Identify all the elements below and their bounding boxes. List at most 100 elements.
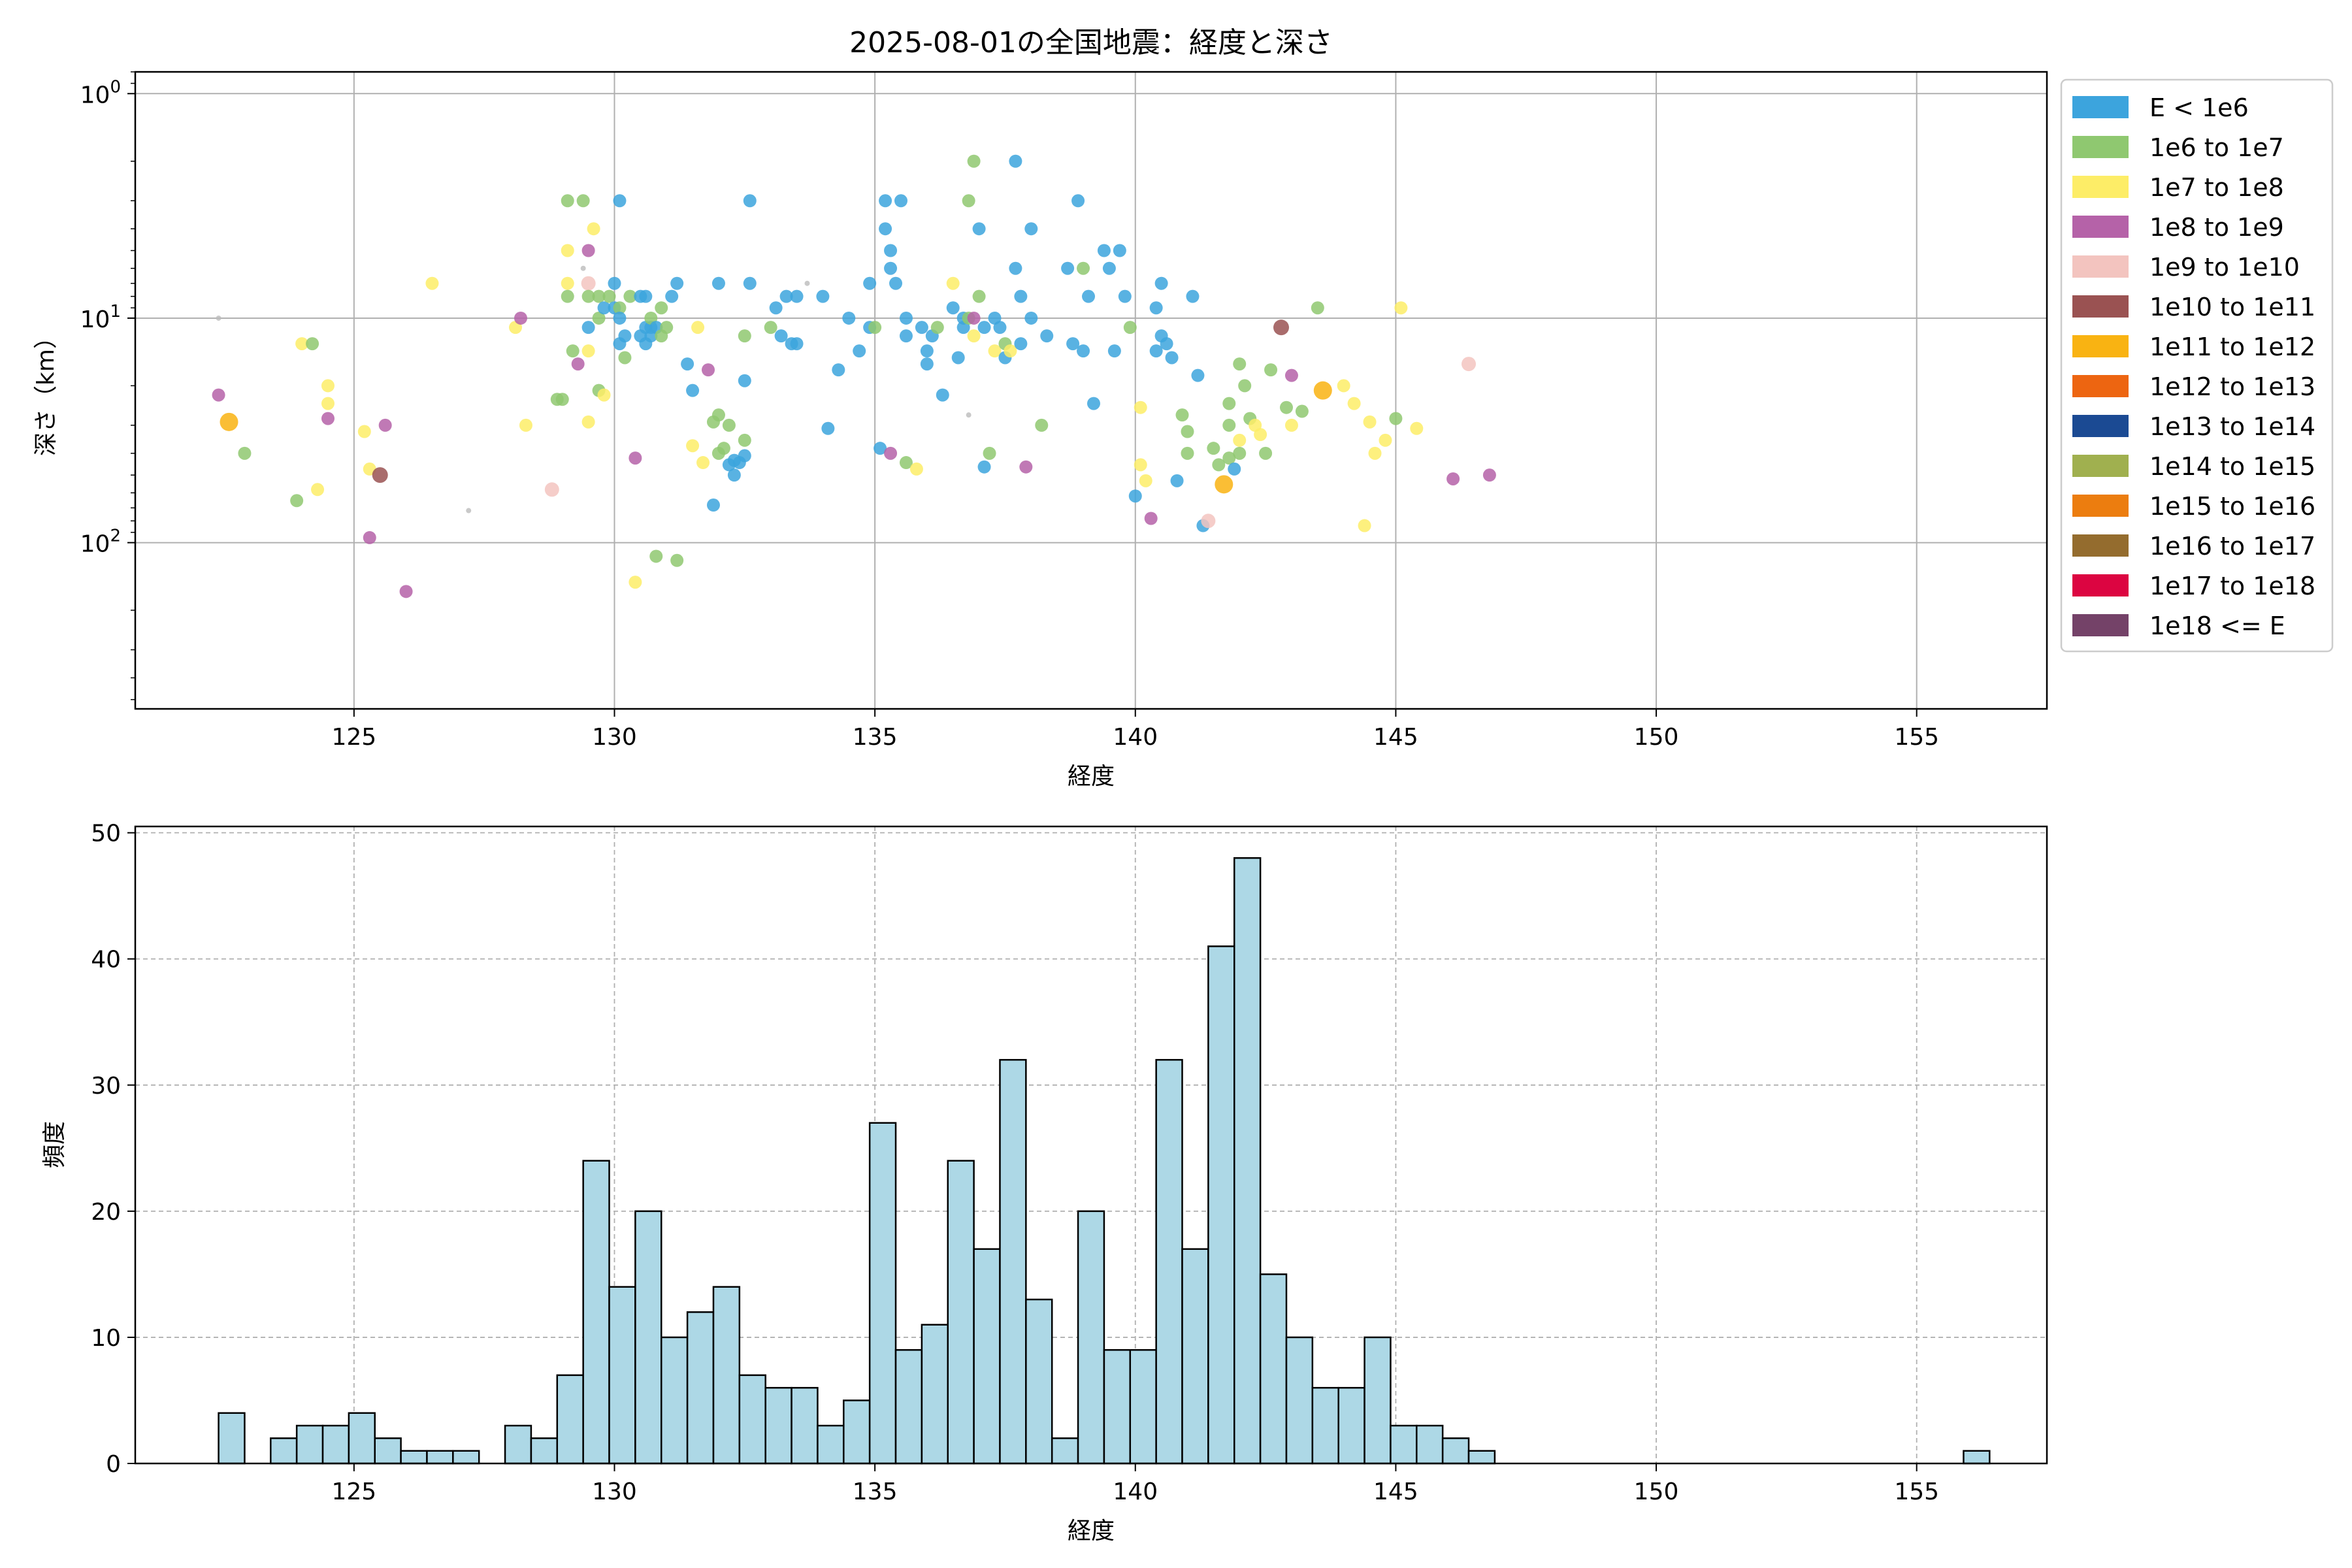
- histogram-bar: [1259, 1273, 1288, 1465]
- scatter-point: [930, 321, 944, 335]
- scatter-point: [946, 301, 960, 315]
- scatter-point: [212, 388, 225, 402]
- scatter-point: [592, 311, 606, 325]
- scatter-point: [670, 276, 684, 290]
- scatter-legend: E < 1e6 1e6 to 1e7 1e7 to 1e8 1e8 to 1e9 1e9…: [2060, 78, 2334, 653]
- scatter-point: [571, 357, 585, 371]
- scatter-point: [1233, 357, 1247, 371]
- scatter-point: [842, 311, 856, 325]
- histogram-bar: [660, 1336, 689, 1465]
- legend-entry-label: 1e14 to 1e15: [2149, 452, 2315, 481]
- scatter-point: [1019, 460, 1033, 474]
- scatter-point: [581, 344, 595, 358]
- scatter-point: [581, 276, 596, 291]
- scatter-point: [706, 498, 720, 512]
- histogram-x-tick-label: 150: [1634, 1478, 1679, 1505]
- scatter-point: [1040, 329, 1054, 343]
- scatter-point: [727, 468, 741, 482]
- scatter-point: [321, 397, 335, 410]
- scatter-point: [915, 321, 928, 335]
- scatter-point: [1113, 244, 1126, 257]
- scatter-point: [1389, 412, 1403, 425]
- legend-entry-label: 1e13 to 1e14: [2149, 412, 2315, 441]
- scatter-point: [816, 289, 830, 303]
- histogram-y-tick-label: 50: [91, 821, 121, 847]
- scatter-point: [738, 449, 751, 463]
- scatter-point: [581, 244, 595, 257]
- scatter-point: [306, 337, 319, 351]
- scatter-point: [717, 442, 730, 455]
- scatter-point: [1259, 446, 1273, 460]
- scatter-point: [967, 329, 981, 343]
- legend-entry-label: 1e7 to 1e8: [2149, 173, 2284, 202]
- scatter-point: [1191, 368, 1205, 382]
- scatter-point: [613, 194, 627, 208]
- scatter-point: [238, 446, 252, 460]
- legend-box: [2060, 78, 2334, 653]
- scatter-point: [357, 425, 371, 438]
- scatter-point: [623, 289, 637, 303]
- scatter-point: [561, 194, 574, 208]
- legend-entry-label: 1e16 to 1e17: [2149, 532, 2315, 561]
- histogram-bar: [348, 1412, 376, 1465]
- scatter-points: [212, 154, 1496, 598]
- scatter-point: [1009, 261, 1022, 275]
- scatter-point: [1410, 421, 1424, 435]
- histogram-y-tick-label: 40: [91, 947, 121, 973]
- scatter-point: [868, 321, 882, 335]
- scatter-point-faint: [804, 280, 810, 286]
- scatter-point: [769, 301, 783, 315]
- scatter-point: [378, 418, 392, 432]
- histogram-bar: [452, 1450, 480, 1465]
- scatter-point: [363, 531, 376, 544]
- scatter-point: [1102, 261, 1116, 275]
- histogram-bar: [1051, 1437, 1079, 1465]
- scatter-point: [1118, 289, 1132, 303]
- scatter-point: [983, 446, 996, 460]
- histogram-bar: [1285, 1336, 1314, 1465]
- scatter-point: [1086, 397, 1100, 410]
- histogram-x-ticks: 125 130 135 140 145 150 155: [331, 1463, 1939, 1505]
- scatter-point: [1077, 344, 1090, 358]
- histogram-bar: [270, 1437, 298, 1465]
- scatter-grid: [135, 72, 2047, 709]
- scatter-point: [711, 408, 725, 422]
- scatter-point: [1284, 418, 1298, 432]
- scatter-point: [597, 301, 611, 315]
- histogram-bar: [1416, 1424, 1444, 1465]
- scatter-point: [1222, 418, 1236, 432]
- legend-swatch: [2072, 295, 2129, 318]
- scatter-point: [544, 482, 559, 497]
- scatter-point: [977, 460, 991, 474]
- histogram-frame: [134, 825, 2048, 1465]
- scatter-point: [514, 311, 527, 325]
- scatter-x-tick-label: 125: [331, 724, 376, 751]
- histogram-bar: [1207, 945, 1235, 1465]
- scatter-point: [1107, 344, 1121, 358]
- scatter-point: [1149, 301, 1163, 315]
- scatter-point: [1368, 446, 1382, 460]
- scatter-frame: [134, 71, 2048, 710]
- scatter-title: 2025-08-01の全国地震：経度と深さ: [849, 26, 1333, 59]
- scatter-point: [1014, 289, 1028, 303]
- scatter-point: [1233, 433, 1247, 447]
- scatter-point: [1254, 428, 1267, 442]
- scatter-point: [576, 194, 590, 208]
- histogram-bar: [1181, 1248, 1209, 1465]
- scatter-point: [1082, 289, 1096, 303]
- scatter-point: [618, 351, 632, 365]
- histogram-x-tick-label: 135: [853, 1478, 898, 1505]
- scatter-point: [566, 344, 580, 358]
- histogram-bar: [843, 1399, 871, 1465]
- scatter-point: [779, 289, 793, 303]
- scatter-point: [899, 456, 913, 470]
- scatter-point: [764, 321, 777, 335]
- legend-entry-label: 1e11 to 1e12: [2149, 333, 2315, 361]
- histogram-bar: [1233, 857, 1262, 1465]
- scatter-point: [1123, 321, 1137, 335]
- scatter-x-tick-label: 145: [1373, 724, 1418, 751]
- histogram-bar: [218, 1412, 246, 1465]
- scatter-point: [665, 289, 679, 303]
- histogram-y-label: 頻度: [41, 1121, 68, 1168]
- scatter-x-tick-label: 135: [853, 724, 898, 751]
